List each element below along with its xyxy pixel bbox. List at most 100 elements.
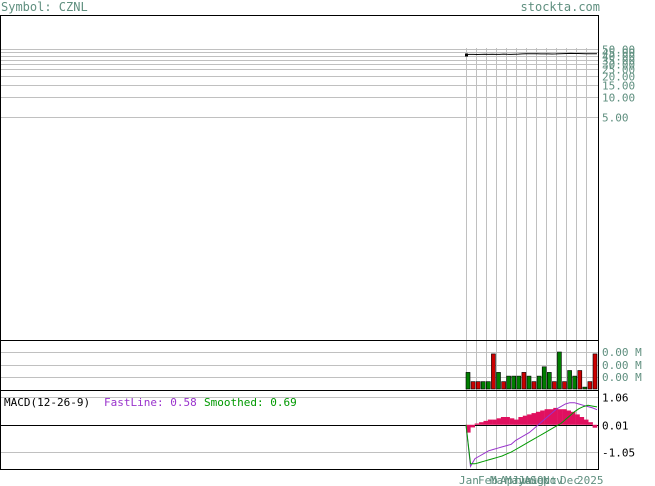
macd-fastline-label: FastLine: 0.58 bbox=[104, 396, 197, 409]
macd-y-tick-label: -1.05 bbox=[602, 447, 635, 460]
volume-bar bbox=[546, 372, 552, 390]
volume-bar bbox=[511, 375, 517, 390]
macd-histogram-bar bbox=[492, 419, 497, 425]
x-tick-label: Dec bbox=[560, 474, 580, 486]
x-tick-label: Apr bbox=[500, 474, 520, 486]
macd-y-tick-label: 1.06 bbox=[602, 392, 629, 405]
macd-histogram-bar bbox=[514, 419, 519, 425]
macd-histogram-bar bbox=[570, 411, 576, 425]
volume-bar bbox=[587, 381, 593, 390]
price-y-tick-label: 5.00 bbox=[602, 112, 629, 125]
volume-bars bbox=[465, 351, 598, 390]
macd-histogram-bar bbox=[470, 424, 475, 428]
macd-histogram-bar bbox=[509, 418, 515, 425]
price-line bbox=[465, 52, 598, 56]
macd-histogram-bar bbox=[549, 409, 554, 425]
volume-bar bbox=[491, 353, 496, 390]
volume-bar bbox=[516, 375, 522, 390]
price-y-tick-label: 10.00 bbox=[602, 92, 635, 105]
volume-bar bbox=[506, 375, 511, 390]
macd-histogram-bar bbox=[583, 419, 589, 425]
macd-y-tick-label: 0.01 bbox=[602, 420, 629, 433]
volume-y-tick-label: 0.00 M bbox=[602, 359, 642, 372]
macd-y-ticks: 1.06 0.01 -1.05 bbox=[602, 392, 635, 460]
macd-histogram bbox=[466, 407, 598, 433]
macd-histogram-bar bbox=[592, 424, 598, 428]
macd-histogram-bar bbox=[575, 414, 580, 425]
volume-bar bbox=[592, 353, 598, 390]
macd-smoothed-label: Smoothed: 0.69 bbox=[204, 396, 297, 409]
volume-y-tick-label: 0.00 M bbox=[602, 371, 642, 384]
macd-histogram-bar bbox=[466, 424, 471, 433]
macd-panel-frame bbox=[0, 390, 599, 470]
price-panel: 5.00 10.0015.0020.0025.0030.0035.0040.004… bbox=[0, 15, 635, 341]
macd-histogram-bar bbox=[579, 417, 585, 425]
x-tick-label: Jun bbox=[512, 474, 532, 486]
price-y-tick-label: 45.00 bbox=[602, 47, 635, 60]
macd-histogram-bar bbox=[483, 420, 489, 425]
volume-bar bbox=[465, 372, 471, 390]
macd-histogram-bar bbox=[479, 422, 484, 425]
macd-histogram-bar bbox=[557, 409, 563, 425]
macd-title: MACD(12-26-9) bbox=[4, 396, 90, 409]
volume-y-ticks: 0.00 M0.00 M0.00 M bbox=[602, 346, 642, 384]
volume-bar bbox=[557, 351, 562, 390]
x-tick-label: Oct bbox=[537, 474, 557, 486]
macd-histogram-bar bbox=[531, 413, 537, 425]
price-y-tick-label: 15.00 bbox=[602, 80, 635, 93]
macd-histogram-bar bbox=[588, 422, 593, 425]
price-y-tick-label: 30.00 bbox=[602, 59, 635, 72]
volume-bar bbox=[572, 375, 578, 390]
macd-lines bbox=[465, 402, 598, 468]
macd-histogram-bar bbox=[566, 410, 571, 425]
volume-bar bbox=[485, 381, 491, 390]
macd-histogram-bar bbox=[474, 423, 480, 425]
macd-histogram-bar bbox=[540, 410, 545, 425]
x-tick-label: May bbox=[505, 474, 525, 486]
price-y-tick-label: 35.00 bbox=[602, 55, 635, 68]
x-tick-label: Aug bbox=[524, 474, 544, 486]
macd-histogram-bar bbox=[527, 414, 532, 425]
price-series bbox=[465, 52, 598, 57]
volume-bar bbox=[582, 386, 588, 390]
volume-bar bbox=[541, 366, 547, 390]
macd-histogram-bar bbox=[487, 419, 493, 425]
x-tick-label: Jul bbox=[518, 474, 538, 486]
price-y-tick-label: 25.00 bbox=[602, 64, 635, 77]
macd-histogram-bar bbox=[553, 407, 558, 425]
volume-bar bbox=[536, 375, 542, 390]
volume-y-tick-label: 0.00 M bbox=[602, 346, 642, 359]
volume-bar bbox=[577, 370, 583, 390]
volume-panel: 0.00 M0.00 M0.00 M bbox=[0, 340, 642, 391]
x-tick-label: Feb bbox=[478, 474, 498, 486]
macd-smoothed-line bbox=[465, 404, 598, 465]
macd-histogram-bar bbox=[562, 409, 567, 425]
volume-bar bbox=[475, 381, 481, 390]
macd-histogram-bar bbox=[522, 415, 528, 425]
macd-histogram-bar bbox=[496, 418, 502, 425]
volume-bar bbox=[521, 372, 527, 390]
volume-bar bbox=[562, 381, 567, 390]
x-tick-label: Sep bbox=[530, 474, 550, 486]
brand-label[interactable]: stockta.com bbox=[520, 0, 600, 14]
macd-histogram-bar bbox=[518, 417, 523, 425]
price-start-marker bbox=[465, 53, 468, 57]
x-tick-label: Nov bbox=[543, 474, 563, 486]
volume-bar bbox=[501, 381, 506, 390]
volume-bar bbox=[480, 381, 486, 390]
macd-histogram-bar bbox=[500, 417, 506, 425]
volume-bar bbox=[496, 372, 501, 390]
x-tick-label: 2025 bbox=[577, 474, 604, 486]
volume-bar bbox=[567, 370, 572, 390]
macd-panel: 1.06 0.01 -1.05 MACD(12-26-9) FastLine: 0.… bbox=[0, 390, 635, 470]
volume-bar bbox=[531, 381, 537, 390]
price-grid bbox=[1, 48, 598, 340]
price-y-tick-label: 50.00 bbox=[602, 44, 635, 57]
volume-bar bbox=[552, 381, 557, 390]
volume-bar bbox=[470, 381, 476, 390]
volume-bar bbox=[526, 375, 532, 390]
price-y-ticks: 5.00 10.0015.0020.0025.0030.0035.0040.004… bbox=[602, 44, 635, 125]
symbol-label: Symbol: CZNL bbox=[1, 0, 88, 14]
